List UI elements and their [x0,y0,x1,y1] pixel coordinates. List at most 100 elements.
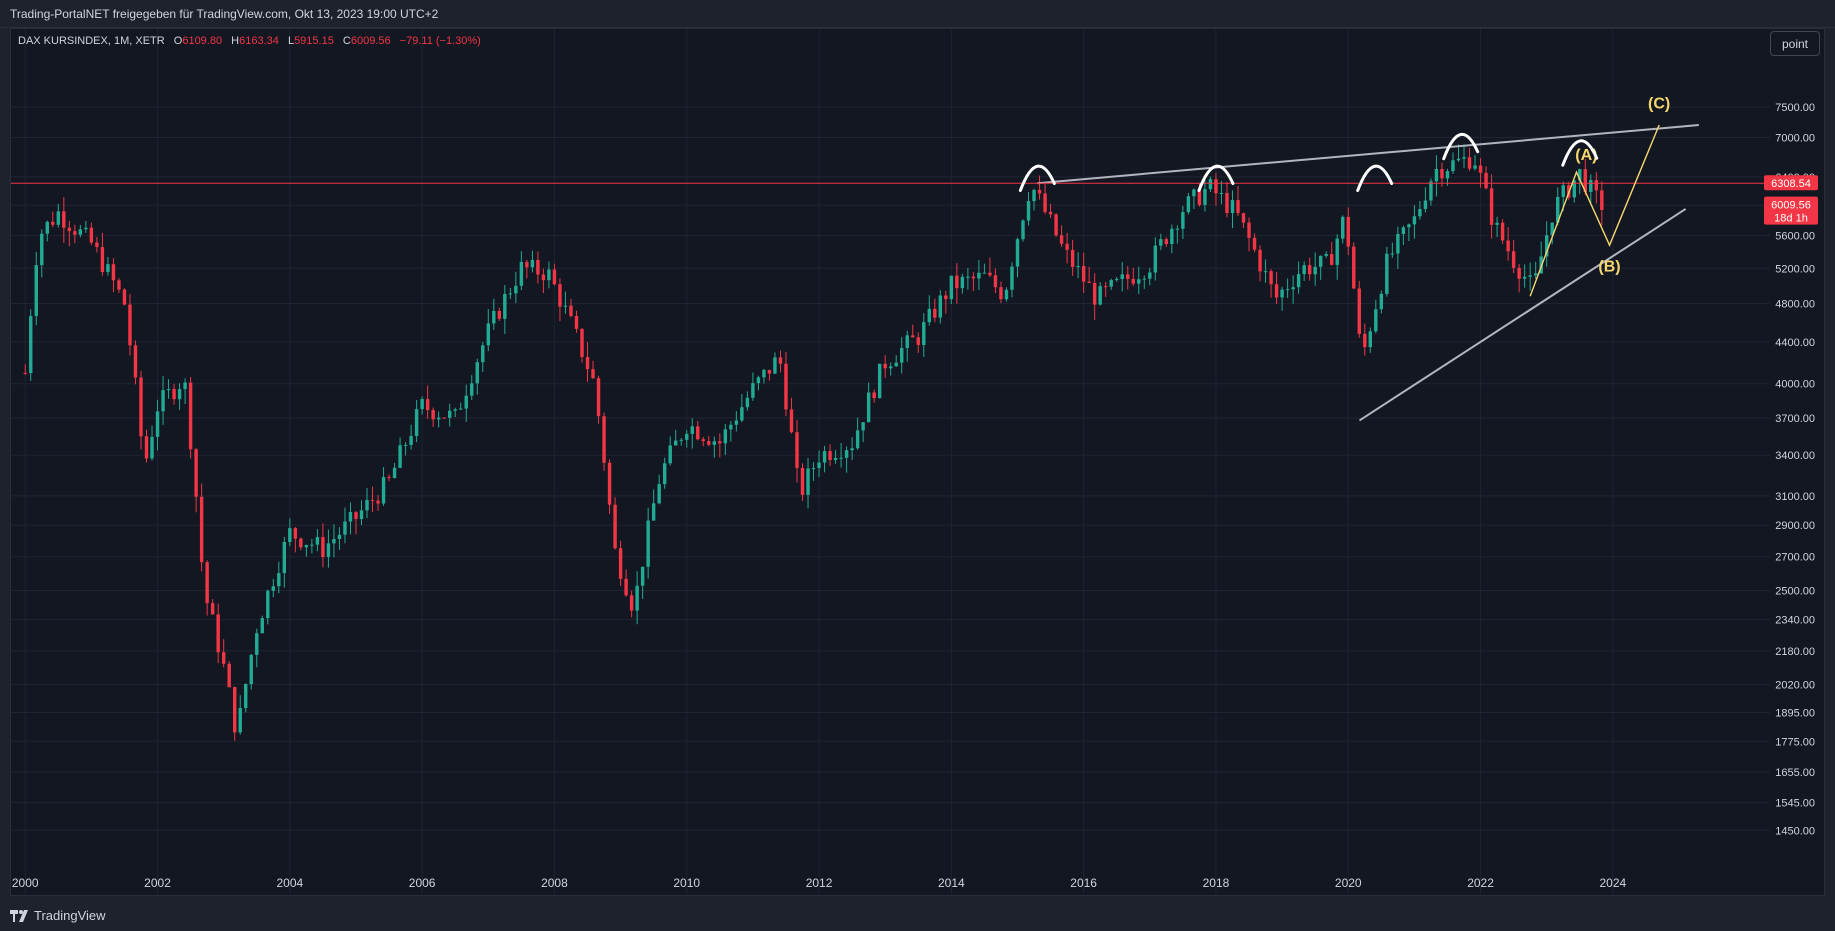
x-tick-label: 2004 [276,876,303,890]
candle-body [751,383,755,398]
candle-body [205,562,209,604]
candle-body [337,534,342,539]
candle-body [497,310,502,319]
candle-body [1170,228,1174,245]
candle-body [23,372,27,374]
candle-body [1142,278,1146,280]
candle-body [503,294,507,319]
candle-body [1451,160,1455,172]
candle-body [955,275,959,289]
candle-body [73,231,77,235]
candle-body [1230,200,1235,213]
chart-pane[interactable] [10,28,1825,896]
candle-body [1115,278,1119,281]
candle-body [183,382,187,390]
candle-body [707,441,711,445]
candle-body [1291,287,1295,290]
y-tick-label: 3100.00 [1775,491,1815,503]
candle-body [762,369,766,378]
open-label: O [173,35,183,47]
candle-body [629,595,634,611]
candle-body [844,450,849,458]
x-tick-label: 2006 [409,876,436,890]
candle-body [1048,211,1053,215]
candle-body [1506,240,1510,252]
top-arc-annotation [1561,139,1599,167]
candle-body [883,363,887,369]
candle-body [685,433,689,440]
y-tick-label: 2900.00 [1775,520,1815,532]
candle-body [789,409,794,433]
price-tag-countdown: 18d 1h [1774,213,1808,225]
candle-body [56,211,61,225]
candle-body [1103,286,1108,288]
candle-body [1054,214,1058,236]
candle-body [911,335,915,338]
candle-body [1037,189,1042,194]
candle-body [425,399,430,411]
y-tick-label: 4000.00 [1775,379,1815,391]
tradingview-logo[interactable]: TradingView [10,908,106,923]
candle-body [249,654,253,685]
y-tick-label: 1450.00 [1775,825,1815,837]
candle-body [530,259,535,268]
candle-body [1010,266,1014,290]
candle-body [514,285,518,294]
high-label: H [231,35,240,47]
candle-body [541,274,546,281]
candle-body [756,377,761,384]
candle-body [436,417,441,420]
candle-body [1076,266,1080,268]
candle-body [905,335,909,348]
candle-body [1148,272,1152,279]
x-tick-label: 2024 [1600,876,1627,890]
candle-body [155,411,160,437]
candle-body [1236,200,1240,214]
candle-body [475,362,479,384]
candle-body [674,440,678,446]
candle-body [1021,220,1025,240]
candle-body [1556,196,1560,223]
candle-body [172,388,176,400]
candle-body [1533,273,1538,276]
x-tick-label: 2016 [1070,876,1097,890]
candle-body [1131,278,1135,284]
candle-body [299,538,303,548]
candle-body [922,322,926,346]
y-tick-label: 1775.00 [1775,736,1815,748]
candle-body [188,382,193,450]
candle-body [1214,179,1218,194]
candle-body [282,542,287,574]
candle-body [916,337,920,346]
candle-body [464,395,468,409]
drawing-annotations: (A)(B)(C) [11,95,1770,422]
y-tick-label: 2340.00 [1775,615,1815,627]
candle-body [723,429,728,444]
y-tick-label: 2700.00 [1775,552,1815,564]
candle-body [1070,249,1075,267]
price-scale-mode-button[interactable]: point [1770,31,1820,56]
candle-body [34,265,38,317]
share-header: Trading-PortalNET freigegeben für Tradin… [0,0,1835,28]
candle-body [381,477,386,504]
candle-body [1473,165,1477,169]
candle-body [668,445,672,464]
candle-body [403,444,408,446]
candle-body [828,451,832,461]
candle-body [133,345,138,378]
candle-body [1467,157,1472,169]
top-arc-annotation [1442,132,1480,161]
x-tick-label: 2012 [806,876,833,890]
candle-body [150,436,154,459]
candle-body [745,397,750,408]
candle-body [1318,255,1323,267]
candle-body [1247,222,1251,238]
candle-body [607,462,612,505]
candle-body [111,264,116,281]
candle-body [1015,239,1020,267]
candle-body [1208,179,1213,190]
candle-body [646,520,650,567]
candle-body [447,410,452,418]
candle-body [1445,171,1450,179]
